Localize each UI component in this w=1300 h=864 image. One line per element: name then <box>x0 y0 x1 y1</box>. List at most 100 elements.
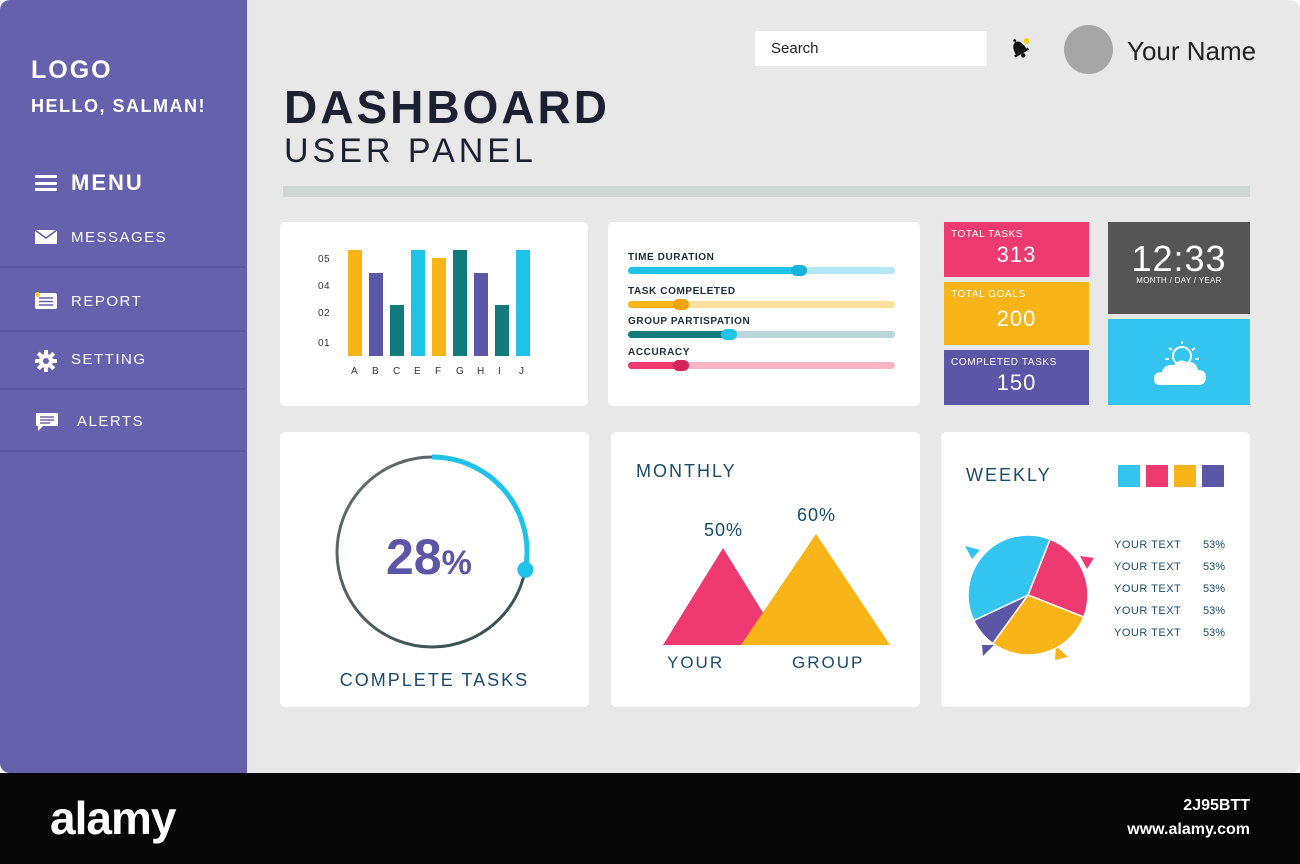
sidebar-item-label: MESSAGES <box>71 228 168 246</box>
gear-icon <box>35 350 57 372</box>
sidebar: LOGO HELLO, SALMAN! MENU MESSAGES REPORT… <box>0 0 247 773</box>
weekly-row-value: 53% <box>1203 605 1226 617</box>
avatar[interactable] <box>1064 25 1113 74</box>
pie-decoration <box>965 546 980 559</box>
monthly-title: MONTHLY <box>636 461 737 481</box>
weekly-row-label: YOUR TEXT <box>1114 561 1182 573</box>
bar-a <box>348 250 362 356</box>
y-tick-label: 02 <box>318 308 331 319</box>
menu-toggle[interactable]: MENU <box>35 170 144 196</box>
stat-value: 150 <box>996 370 1037 395</box>
progress-knob[interactable] <box>790 265 807 276</box>
stat-value: 200 <box>996 306 1037 331</box>
stat-total-tasks: TOTAL TASKS 313 <box>944 222 1089 277</box>
chat-icon <box>35 412 58 431</box>
sidebar-item-setting[interactable]: SETTING <box>0 330 245 390</box>
pie-slice-1 <box>991 594 1085 656</box>
progress-knob[interactable] <box>721 329 738 340</box>
ring-progress-dot <box>517 561 534 578</box>
greeting: HELLO, SALMAN! <box>31 96 206 116</box>
progress-track[interactable] <box>628 299 895 310</box>
weekly-title: WEEKLY <box>966 465 1052 485</box>
bar-e <box>411 250 425 356</box>
weekly-row-label: YOUR TEXT <box>1114 539 1182 551</box>
bar-g <box>453 250 467 356</box>
percentage-sign: % <box>441 544 472 582</box>
clock-widget: 12:33 MONTH / DAY / YEAR <box>1108 222 1250 314</box>
x-tick-label: H <box>477 366 485 377</box>
x-tick-label: A <box>351 366 359 377</box>
x-tick-label: C <box>393 366 401 377</box>
monthly-card: MONTHLY 50% 60% YOUR GROUP <box>611 432 920 707</box>
x-tick-label: J <box>519 366 525 377</box>
menu-label: MENU <box>71 170 144 195</box>
stat-label: COMPLETED TASKS <box>951 357 1057 368</box>
clock-date-format: MONTH / DAY / YEAR <box>1136 276 1222 285</box>
percentage-number: 28 <box>386 529 442 585</box>
hamburger-icon <box>35 175 57 191</box>
progress-track[interactable] <box>628 360 895 371</box>
group-value: 60% <box>797 505 837 525</box>
sun-cloud-icon <box>1152 339 1208 392</box>
weekly-row-label: YOUR TEXT <box>1114 605 1182 617</box>
bar-i <box>495 305 509 356</box>
report-icon <box>35 292 57 310</box>
y-tick-label: 01 <box>318 338 331 349</box>
stat-value: 313 <box>996 242 1037 267</box>
weekly-row-value: 53% <box>1203 561 1226 573</box>
weekly-card: WEEKLY YOUR TEXT 53% YOUR TEXT 53% YOUR TEXT… <box>941 432 1250 707</box>
sidebar-item-messages[interactable]: MESSAGES <box>0 208 245 268</box>
bar-b <box>369 273 383 356</box>
triangle-group <box>741 534 890 645</box>
progress-label: TIME DURATION <box>628 252 715 263</box>
progress-track[interactable] <box>628 265 895 276</box>
pie-slice-3 <box>967 534 1052 622</box>
bar-f <box>432 258 446 356</box>
bar-c <box>390 305 404 356</box>
complete-tasks-caption: COMPLETE TASKS <box>339 670 530 690</box>
sidebar-item-label: SETTING <box>71 350 147 368</box>
header-divider <box>283 186 1250 197</box>
envelope-icon <box>34 228 58 246</box>
sidebar-item-label: ALERTS <box>77 412 145 430</box>
monthly-triangles <box>663 534 890 645</box>
weekly-pie <box>965 534 1094 660</box>
watermark-image-id: 2J95BTT <box>1183 797 1250 814</box>
bell-icon[interactable] <box>1006 35 1032 61</box>
watermark-footer: alamy 2J95BTT www.alamy.com <box>0 773 1300 864</box>
stat-completed-tasks: COMPLETED TASKS 150 <box>944 350 1089 405</box>
y-tick-label: 04 <box>318 281 331 292</box>
x-tick-label: G <box>456 366 465 377</box>
x-tick-label: F <box>435 366 442 377</box>
sidebar-item-report[interactable]: REPORT <box>0 272 245 332</box>
progress-fill <box>628 362 682 369</box>
complete-percentage: 28% <box>386 528 472 586</box>
logo: LOGO <box>31 56 113 84</box>
watermark-logo: alamy <box>50 792 176 844</box>
progress-knob[interactable] <box>673 360 690 371</box>
pie-decoration <box>1055 646 1068 660</box>
stat-label: TOTAL TASKS <box>951 229 1024 240</box>
legend-swatch <box>1118 465 1140 487</box>
progress-track[interactable] <box>628 329 895 340</box>
sidebar-item-alerts[interactable]: ALERTS <box>0 392 245 452</box>
stat-label: TOTAL GOALS <box>951 289 1026 300</box>
progress-label: ACCURACY <box>628 347 691 358</box>
your-label: YOUR <box>667 653 725 672</box>
legend-swatch <box>1146 465 1168 487</box>
legend-swatch <box>1202 465 1224 487</box>
stat-total-goals: TOTAL GOALS 200 <box>944 282 1089 345</box>
triangle-your <box>663 548 783 645</box>
ring-progress-arc <box>431 454 530 571</box>
y-tick-label: 05 <box>318 254 331 265</box>
search-input[interactable] <box>755 31 987 66</box>
progress-knob[interactable] <box>673 299 690 310</box>
pie-decoration <box>982 645 994 656</box>
progress-label: TASK COMPELETED <box>628 286 736 297</box>
progress-label: GROUP PARTISPATION <box>628 316 751 327</box>
clock-time: 12:33 <box>1131 238 1227 279</box>
x-tick-label: I <box>498 366 502 377</box>
your-value: 50% <box>704 520 744 540</box>
user-name[interactable]: Your Name <box>1127 36 1257 66</box>
weekly-row-value: 53% <box>1203 539 1226 551</box>
